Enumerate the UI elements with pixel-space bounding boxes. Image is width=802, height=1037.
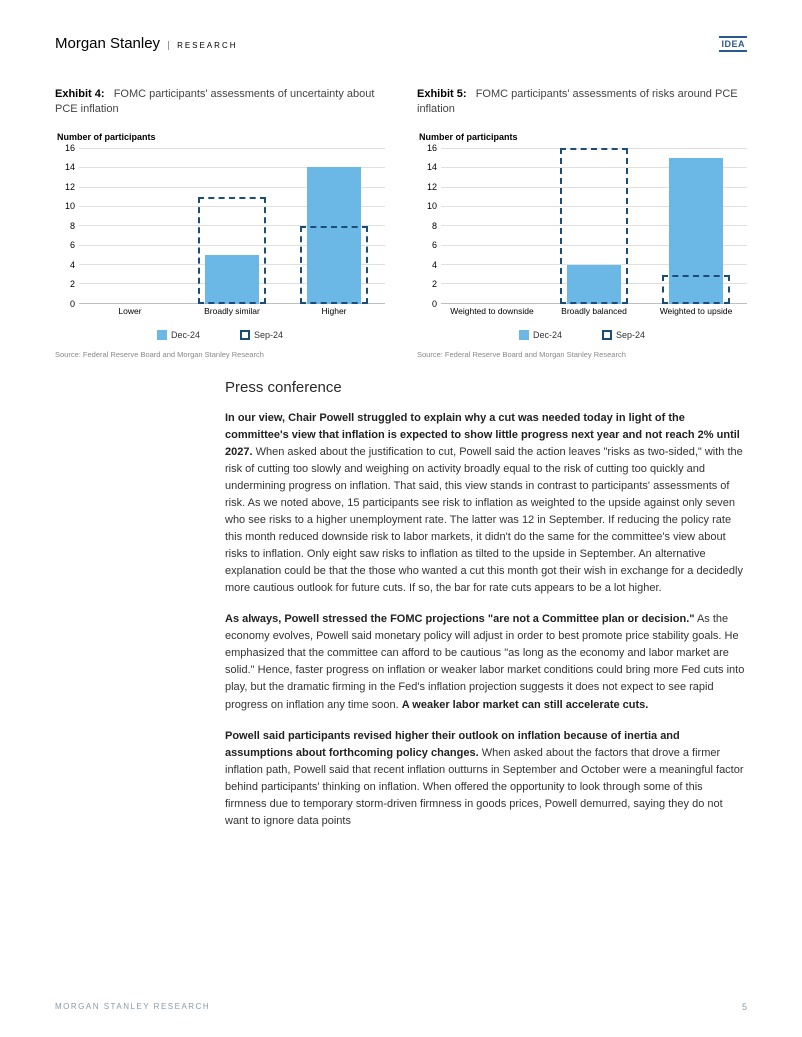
y-tick-label: 14 bbox=[55, 162, 75, 172]
exhibit-4-title: Exhibit 4: FOMC participants' assessment… bbox=[55, 87, 385, 118]
exhibit-4-legend: Dec-24 Sep-24 bbox=[55, 330, 385, 340]
paragraph-2: As always, Powell stressed the FOMC proj… bbox=[225, 611, 747, 713]
paragraph-3: Powell said participants revised higher … bbox=[225, 728, 747, 830]
bar-outline bbox=[198, 197, 265, 304]
y-tick-label: 14 bbox=[417, 162, 437, 172]
exhibit-5: Exhibit 5: FOMC participants' assessment… bbox=[417, 87, 747, 359]
y-tick-label: 6 bbox=[55, 240, 75, 250]
x-tick-label: Lower bbox=[79, 304, 181, 324]
y-tick-label: 10 bbox=[417, 201, 437, 211]
exhibit-4-source: Source: Federal Reserve Board and Morgan… bbox=[55, 350, 385, 359]
y-tick-label: 8 bbox=[417, 221, 437, 231]
legend-dec24-b: Dec-24 bbox=[519, 330, 562, 340]
y-tick-label: 2 bbox=[417, 279, 437, 289]
exhibit-4-chart: 0 2 4 6 8 10 12 14 16 LowerBroadly similarHigher bbox=[55, 144, 385, 324]
exhibit-5-title: Exhibit 5: FOMC participants' assessment… bbox=[417, 87, 747, 118]
y-tick-label: 4 bbox=[417, 260, 437, 270]
y-tick-label: 0 bbox=[417, 299, 437, 309]
bar-group bbox=[645, 148, 747, 304]
exhibit-5-ylabel: Number of participants bbox=[417, 132, 747, 142]
swatch-outline-icon bbox=[240, 330, 250, 340]
legend-dec24: Dec-24 bbox=[157, 330, 200, 340]
section-title: Press conference bbox=[225, 379, 747, 396]
bar-group bbox=[441, 148, 543, 304]
legend-sep24-b: Sep-24 bbox=[602, 330, 645, 340]
page-number: 5 bbox=[742, 1002, 747, 1012]
body-text: In our view, Chair Powell struggled to e… bbox=[225, 410, 747, 830]
idea-badge: IDEA bbox=[719, 36, 747, 52]
brand-name: Morgan Stanley bbox=[55, 35, 160, 52]
y-tick-label: 16 bbox=[417, 143, 437, 153]
x-tick-label: Weighted to upside bbox=[645, 304, 747, 324]
swatch-outline-icon bbox=[602, 330, 612, 340]
bar-group bbox=[79, 148, 181, 304]
bar-group bbox=[543, 148, 645, 304]
exhibit-5-source: Source: Federal Reserve Board and Morgan… bbox=[417, 350, 747, 359]
exhibit-5-label: Exhibit 5: bbox=[417, 88, 467, 100]
swatch-solid-icon bbox=[157, 330, 167, 340]
swatch-solid-icon bbox=[519, 330, 529, 340]
page-header: Morgan Stanley RESEARCH IDEA bbox=[55, 35, 747, 52]
legend-sep24: Sep-24 bbox=[240, 330, 283, 340]
exhibit-4: Exhibit 4: FOMC participants' assessment… bbox=[55, 87, 385, 359]
y-tick-label: 0 bbox=[55, 299, 75, 309]
y-tick-label: 6 bbox=[417, 240, 437, 250]
exhibit-5-chart: 0 2 4 6 8 10 12 14 16 Weighted to downsideBroadl… bbox=[417, 144, 747, 324]
brand: Morgan Stanley RESEARCH bbox=[55, 35, 238, 52]
bar-group bbox=[283, 148, 385, 304]
exhibits-row: Exhibit 4: FOMC participants' assessment… bbox=[55, 87, 747, 359]
y-tick-label: 4 bbox=[55, 260, 75, 270]
y-tick-label: 8 bbox=[55, 221, 75, 231]
y-tick-label: 12 bbox=[55, 182, 75, 192]
paragraph-1: In our view, Chair Powell struggled to e… bbox=[225, 410, 747, 598]
y-tick-label: 16 bbox=[55, 143, 75, 153]
y-tick-label: 2 bbox=[55, 279, 75, 289]
y-tick-label: 10 bbox=[55, 201, 75, 211]
exhibit-4-ylabel: Number of participants bbox=[55, 132, 385, 142]
brand-subtext: RESEARCH bbox=[168, 41, 237, 50]
bar-outline bbox=[300, 226, 367, 304]
x-tick-label: Higher bbox=[283, 304, 385, 324]
page-footer: MORGAN STANLEY RESEARCH 5 bbox=[55, 1002, 747, 1012]
x-tick-label: Weighted to downside bbox=[441, 304, 543, 324]
bar-outline bbox=[662, 275, 729, 304]
bar-group bbox=[181, 148, 283, 304]
exhibit-4-label: Exhibit 4: bbox=[55, 88, 105, 100]
exhibit-5-legend: Dec-24 Sep-24 bbox=[417, 330, 747, 340]
x-tick-label: Broadly balanced bbox=[543, 304, 645, 324]
y-tick-label: 12 bbox=[417, 182, 437, 192]
bar-outline bbox=[560, 148, 627, 304]
x-tick-label: Broadly similar bbox=[181, 304, 283, 324]
footer-brand: MORGAN STANLEY RESEARCH bbox=[55, 1002, 210, 1012]
